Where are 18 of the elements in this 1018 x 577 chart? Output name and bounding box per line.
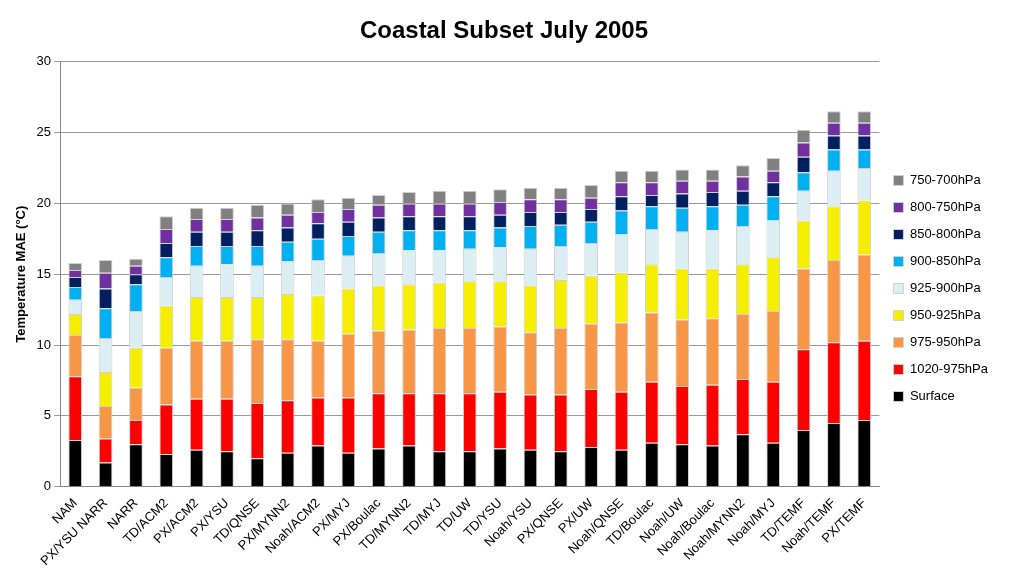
legend-label: 975-950hPa [909,334,982,350]
legend-label: Surface [909,388,955,404]
legend-label: 850-800hPa [909,226,982,242]
y-tick-label: 25 [36,124,52,140]
legend-label: 925-900hPa [909,280,982,296]
legend-label: 1020-975hPa [909,361,989,377]
y-axis-title: Temperature MAE (°C) [13,205,29,343]
y-tick-label: 10 [36,336,52,352]
y-tick-label: 20 [36,195,52,210]
y-tick-label: 5 [43,407,52,423]
legend-label: 750-700hPa [909,172,982,188]
y-tick-label: 30 [36,53,52,69]
y-tick-label: 15 [36,265,52,281]
y-tick-label: 0 [43,478,52,494]
legend-label: 950-925hPa [909,307,982,323]
legend-label: 900-850hPa [909,253,982,269]
legend-label: 800-750hPa [909,199,982,215]
chart-title: Coastal Subset July 2005 [359,16,649,44]
